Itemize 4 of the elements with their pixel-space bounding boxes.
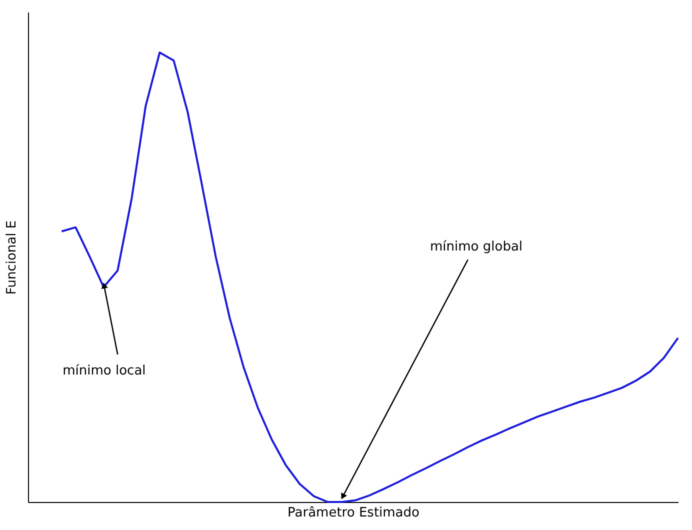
y-axis-title: Funcional E: [4, 220, 20, 295]
x-axis-title: Parâmetro Estimado: [288, 506, 420, 520]
annotation: mínimo local: [62, 363, 146, 378]
annotation: mínimo global: [430, 240, 523, 255]
